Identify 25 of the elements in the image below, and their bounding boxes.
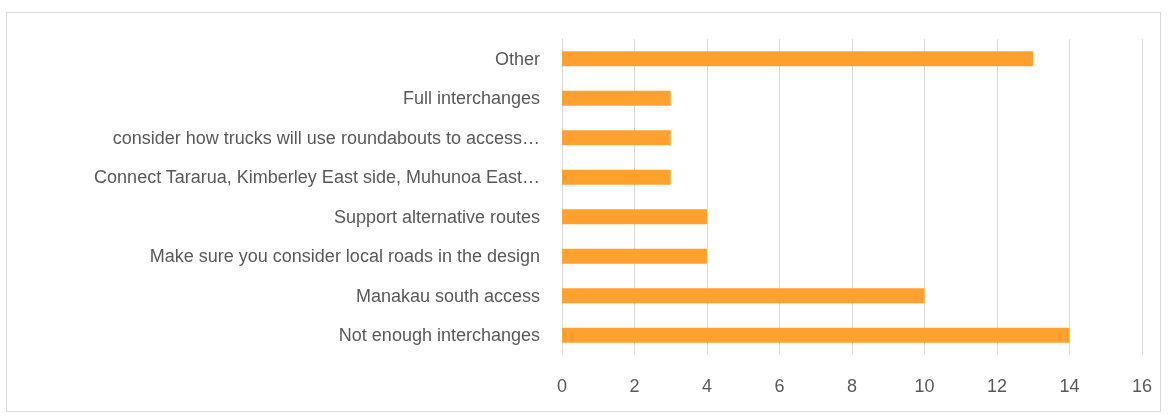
bar: [562, 51, 1034, 67]
y-tick-label: Other: [494, 48, 540, 69]
x-tick-label: 8: [846, 376, 858, 396]
bar: [562, 130, 671, 146]
x-tick-label: 2: [629, 376, 640, 396]
x-tick-label: 12: [986, 376, 1008, 396]
x-tick-label: 14: [1059, 376, 1080, 396]
bar: [562, 327, 1070, 343]
bar: [562, 209, 707, 225]
x-tick-label: 16: [1131, 376, 1153, 396]
y-tick-label: Manakau south access: [355, 285, 540, 306]
x-tick-label: 10: [914, 376, 935, 396]
y-tick-label: Make sure you consider local roads in the design: [149, 246, 540, 267]
y-tick-label: Support alternative routes: [333, 206, 540, 227]
bar: [562, 169, 671, 185]
y-tick-label: Full interchanges: [402, 88, 540, 109]
bar: [562, 90, 671, 106]
y-tick-label: Connect Tararua, Kimberley East side, Muhunoa East…: [94, 167, 540, 188]
bar: [562, 288, 925, 304]
x-tick-label: 4: [701, 376, 713, 396]
y-tick-label: consider how trucks will use roundabouts to access…: [112, 127, 540, 148]
y-tick-label: Not enough interchanges: [338, 325, 540, 346]
x-tick-label: 6: [774, 376, 785, 396]
x-tick-label: 0: [556, 376, 568, 396]
bar: [562, 248, 707, 264]
